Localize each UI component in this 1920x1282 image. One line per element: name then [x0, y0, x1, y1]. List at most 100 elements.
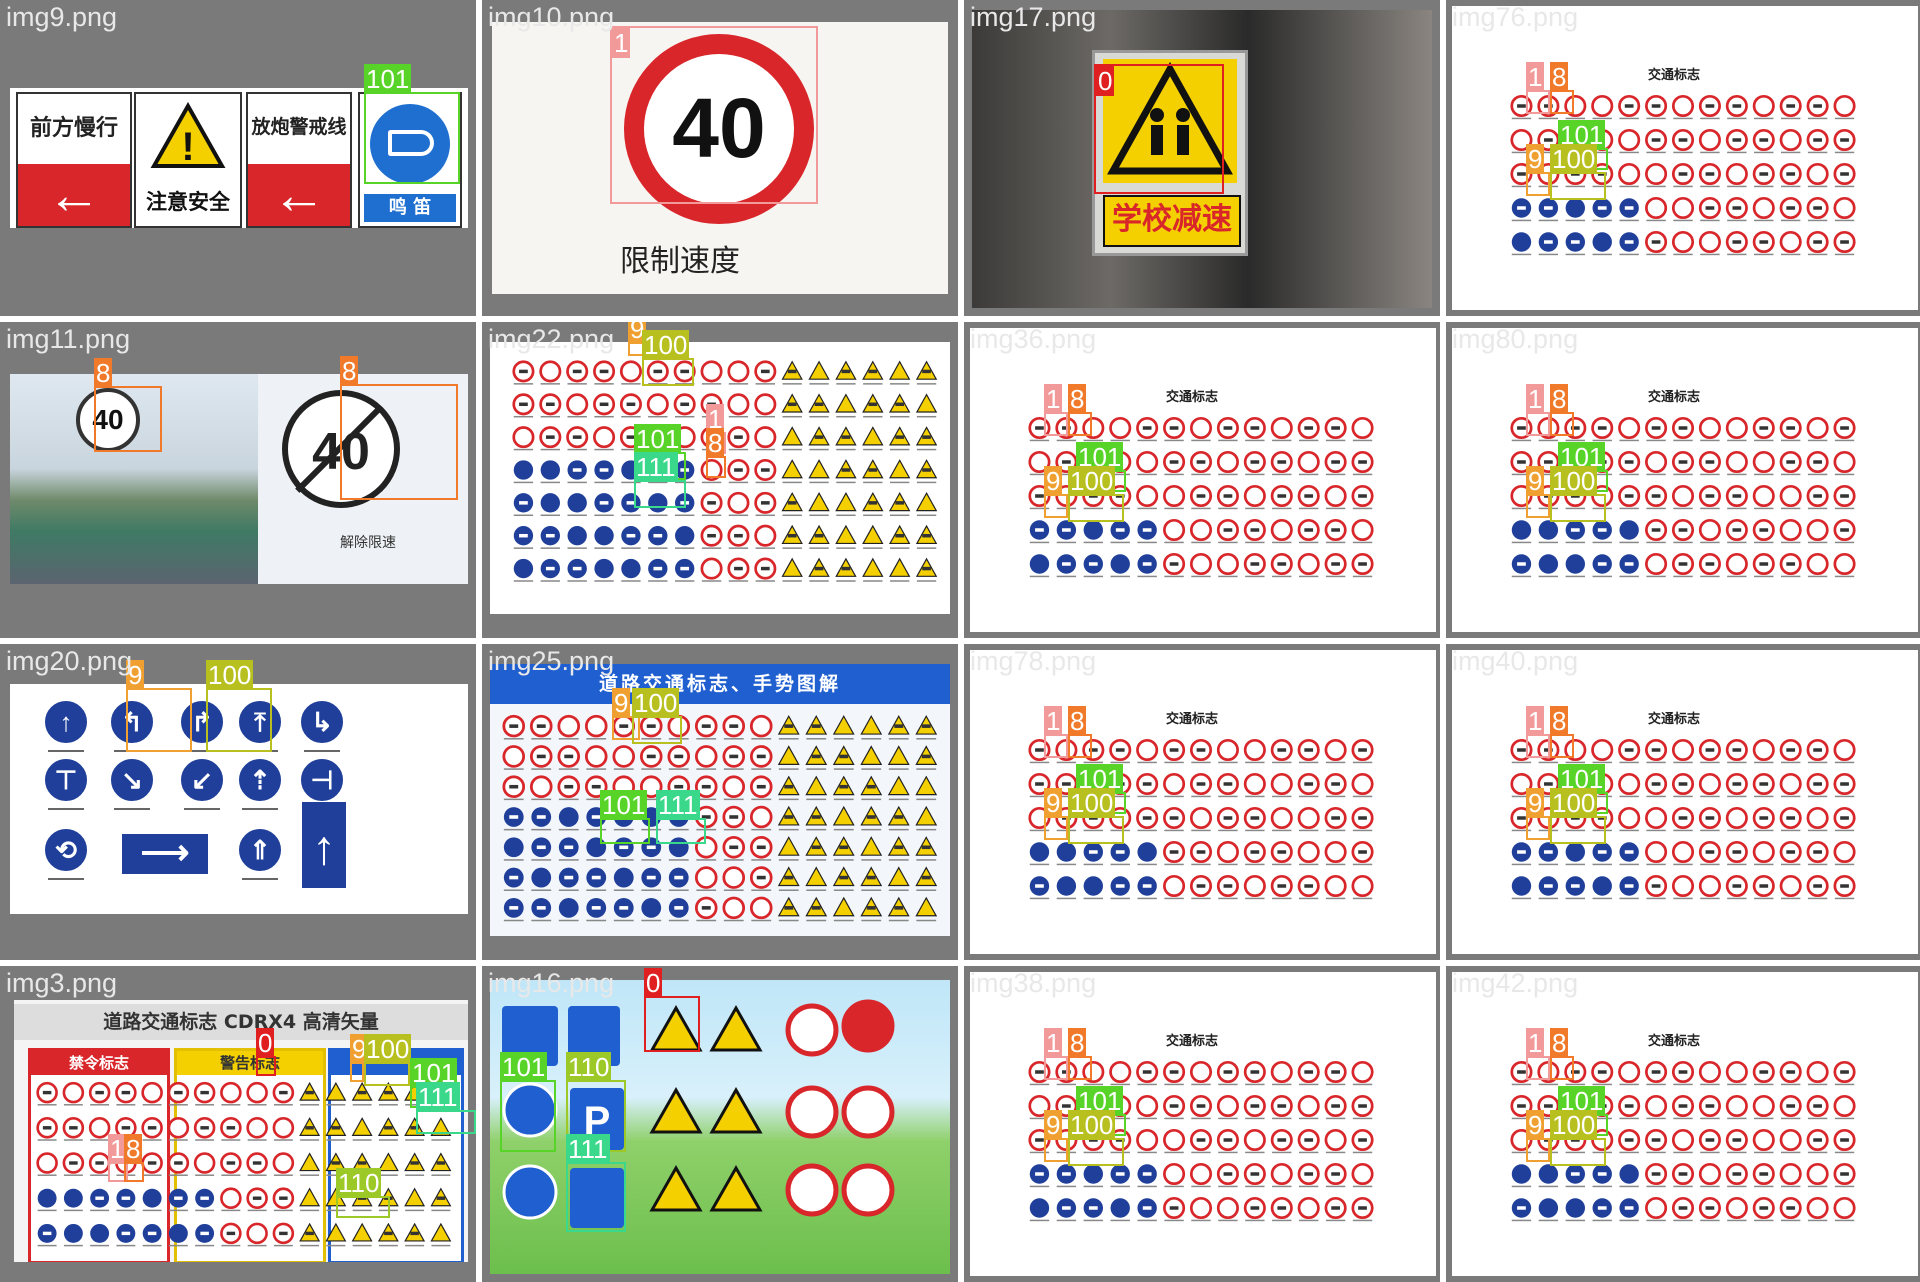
sign-caption-line — [1673, 151, 1693, 154]
sign-caption-line — [1754, 897, 1774, 900]
sign-icon — [1109, 416, 1132, 440]
sign-glyph — [305, 1126, 314, 1130]
sign-caption-line — [1781, 575, 1801, 578]
sign-icon — [351, 1117, 373, 1136]
sign-glyph — [69, 1126, 78, 1130]
sign-glyph — [1759, 1206, 1769, 1210]
detection-box: 101 — [634, 424, 686, 480]
sign-caption-line — [558, 738, 579, 740]
sign-caption-line — [558, 859, 579, 861]
sign-icon — [1216, 1196, 1239, 1220]
sign-caption-line — [1700, 863, 1720, 866]
sign-glyph — [1517, 206, 1526, 210]
sign-caption-line — [1056, 863, 1077, 866]
sign-icon — [1806, 1060, 1829, 1084]
sign-glyph — [814, 533, 824, 538]
sign-glyph — [1813, 460, 1822, 464]
sign-caption-line — [1245, 1151, 1265, 1154]
sign-glyph — [1705, 850, 1715, 854]
sign-icon — [1110, 1198, 1130, 1218]
sign-icon — [246, 1117, 268, 1139]
sign-caption-line — [1646, 1083, 1666, 1086]
sign-caption-line — [90, 1104, 110, 1106]
sign-caption-line — [1727, 1083, 1747, 1086]
detection-label: 8 — [1550, 1028, 1569, 1058]
sign-icon — [1538, 554, 1559, 574]
sign-caption-line — [621, 415, 641, 418]
sign-caption-line — [1110, 1185, 1130, 1188]
sign-glyph — [1732, 494, 1742, 498]
sign-caption-line — [778, 919, 799, 922]
sign-caption-line — [90, 1139, 110, 1141]
sign-glyph — [1169, 1104, 1179, 1108]
sign-glyph — [1035, 748, 1044, 752]
sign-glyph — [1223, 816, 1233, 820]
direction-sign-icon — [43, 827, 89, 873]
sign-caption-line — [1781, 829, 1801, 832]
sign-caption-line — [431, 1174, 451, 1176]
sign-glyph — [646, 875, 656, 880]
sign-glyph — [1651, 104, 1661, 108]
sign-caption-line — [1245, 575, 1265, 578]
sign-glyph — [1304, 494, 1314, 498]
arrow-glyph: ↘ — [121, 765, 143, 795]
sign-caption-line — [782, 514, 802, 517]
sign-glyph — [1277, 1138, 1287, 1142]
sign-caption-line — [916, 828, 937, 831]
sign-caption-line — [431, 1244, 451, 1247]
sign-caption-line — [594, 448, 614, 451]
sign-caption-line — [723, 768, 744, 770]
sign-caption-line — [567, 383, 587, 385]
sign-glyph — [536, 845, 546, 850]
sign-caption-line — [861, 889, 882, 891]
sign-glyph — [680, 566, 690, 571]
sign-caption-line — [1727, 1117, 1747, 1120]
sign-caption-line — [1056, 575, 1077, 578]
sign-icon — [1324, 1128, 1347, 1152]
sign-caption-line — [1029, 795, 1050, 798]
detection-box: 100 — [364, 1034, 412, 1086]
sign-glyph — [200, 1090, 209, 1095]
sign-glyph — [1651, 1172, 1661, 1176]
sign-glyph — [1169, 1206, 1179, 1210]
sign-icon — [584, 745, 608, 768]
sign-glyph — [1813, 104, 1822, 108]
sign-caption-line — [782, 448, 802, 451]
sign-caption-line — [1754, 185, 1774, 188]
sign-icon — [1645, 162, 1668, 186]
sign-glyph — [591, 875, 601, 880]
sign-caption-line — [890, 580, 910, 582]
detection-box: 100 — [1550, 466, 1606, 522]
detection-box: 1 — [610, 26, 818, 204]
sign-caption-line — [1834, 1185, 1855, 1188]
detection-label: 0 — [256, 1028, 275, 1058]
prohibition-sign-icon — [785, 1085, 839, 1139]
road-photo: 40 — [10, 374, 258, 584]
sign-caption-line — [1029, 829, 1050, 832]
sign-icon — [142, 1188, 162, 1208]
sign-caption-line — [352, 1244, 372, 1247]
sign-caption-line — [1352, 1219, 1373, 1222]
sign-caption-line — [728, 481, 749, 484]
sign-caption-line — [696, 768, 717, 770]
sign-caption-line — [833, 768, 854, 770]
sign-icon — [567, 493, 587, 513]
sign-caption-line — [1083, 863, 1103, 866]
sign-caption-line — [1245, 1185, 1265, 1188]
sign-caption-line — [1245, 1219, 1265, 1222]
sign-glyph — [1088, 748, 1098, 752]
sign-caption-line — [1592, 507, 1612, 510]
detection-box: 8 — [1550, 1028, 1574, 1080]
sign-icon — [1538, 520, 1559, 540]
sign-caption-line — [1807, 219, 1828, 222]
sign-icon — [1324, 840, 1347, 864]
sign-glyph — [674, 875, 684, 880]
sign-caption-line — [836, 383, 856, 385]
sign-caption-line — [1056, 473, 1077, 476]
sign-caption-line — [648, 383, 668, 385]
sign-glyph — [1570, 1138, 1580, 1142]
sign-caption-line — [1646, 541, 1666, 544]
sign-caption-line — [1538, 473, 1559, 476]
sign-caption-line — [861, 919, 882, 922]
cell-img20: ↑ ↰ ↱ ⤒ ↳ ⊤ ↘ ↙ ⇡ ⊣ ⟲ ⇑ ⟶ ↑ 9 100 img20.png — [0, 644, 476, 960]
